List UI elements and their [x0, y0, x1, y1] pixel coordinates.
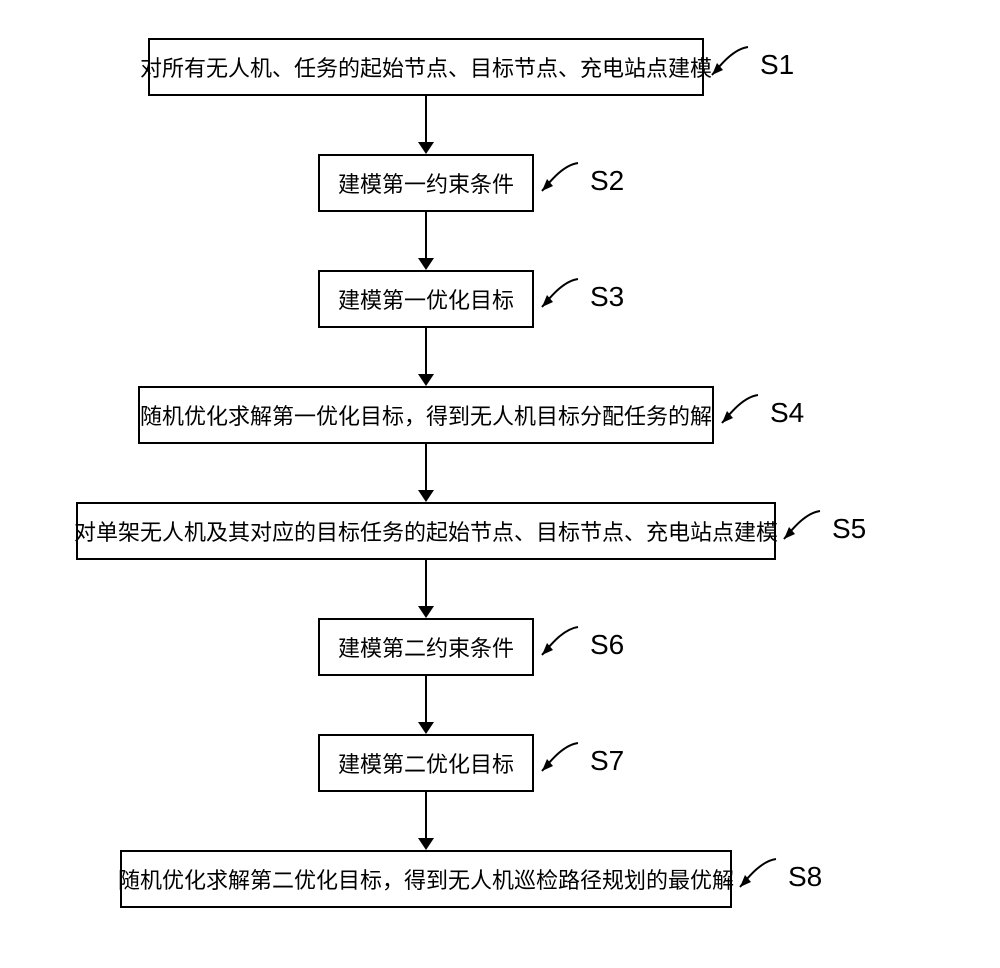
pointer-arrow-icon [0, 0, 1000, 968]
step-label-s8: S8 [788, 861, 822, 893]
flowchart-canvas: 对所有无人机、任务的起始节点、目标节点、充电站点建模建模第一约束条件建模第一优化… [0, 0, 1000, 968]
